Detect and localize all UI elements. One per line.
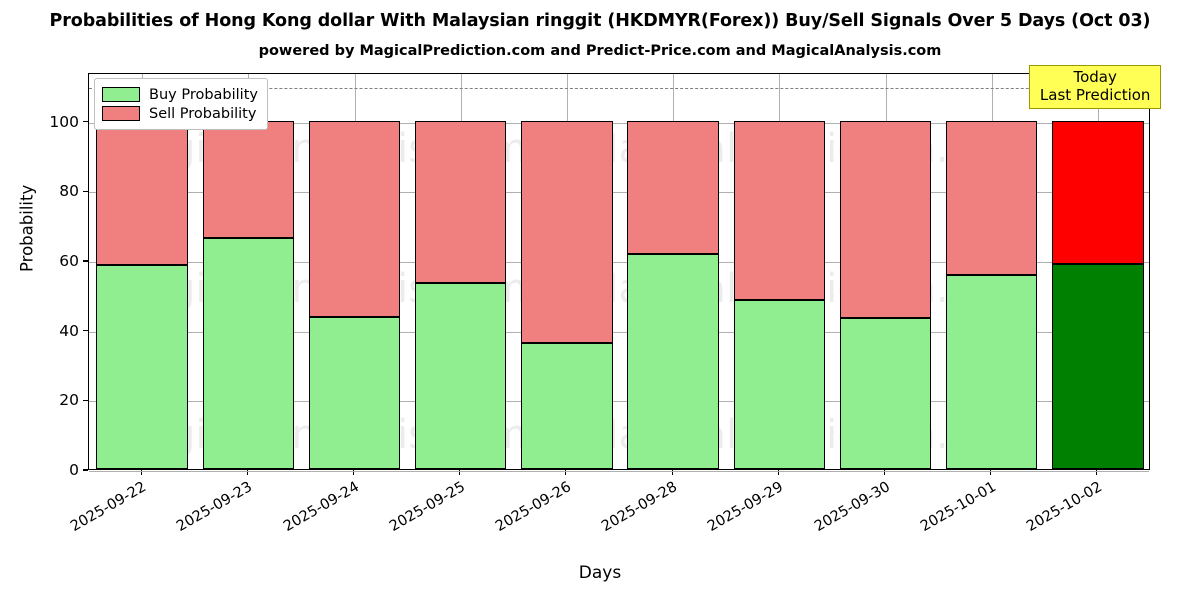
bar-group[interactable]	[946, 72, 1038, 469]
x-axis-tick-mark	[140, 470, 142, 475]
bar-segment-sell[interactable]	[946, 120, 1038, 275]
bar-segment-buy[interactable]	[946, 274, 1038, 469]
bar-segment-buy[interactable]	[202, 237, 294, 469]
chart-subtitle: powered by MagicalPrediction.com and Pre…	[258, 43, 942, 59]
y-axis-tick-mark	[83, 399, 88, 401]
legend-label-sell: Sell Probability	[149, 105, 257, 122]
x-axis-tick-mark	[565, 470, 567, 475]
bar-segment-sell[interactable]	[839, 120, 932, 318]
bar-group[interactable]	[1052, 72, 1144, 469]
y-axis-tick-mark	[83, 121, 88, 123]
gridline-horizontal	[89, 262, 1149, 264]
x-axis-tick-mark	[777, 470, 779, 475]
y-axis-tick-mark	[83, 469, 88, 471]
legend-swatch-sell	[102, 106, 140, 121]
today-annotation: Today Last Prediction	[1028, 64, 1162, 110]
bar-segment-sell[interactable]	[733, 120, 825, 301]
y-axis-tick-mark	[83, 260, 88, 262]
x-axis-tick-mark	[671, 470, 673, 475]
gridline-horizontal	[89, 401, 1149, 403]
x-axis-tick-mark	[883, 470, 886, 475]
gridline-horizontal	[89, 331, 1149, 333]
y-axis-tick-label: 40	[59, 321, 79, 340]
today-annotation-line1: Today	[1073, 67, 1117, 86]
y-axis-tick-label: 0	[69, 461, 79, 479]
chart-legend: Buy Probability Sell Probability	[94, 78, 268, 130]
bar-segment-sell[interactable]	[96, 120, 188, 265]
bar-segment-buy[interactable]	[308, 316, 401, 469]
y-axis-tick-label: 20	[59, 391, 79, 410]
x-axis-tick-mark	[352, 470, 355, 475]
y-axis-tick-label: 100	[49, 112, 79, 131]
x-axis-tick-mark	[1096, 470, 1098, 475]
chart-title: Probabilities of Hong Kong dollar With M…	[49, 11, 1151, 31]
gridline-horizontal	[89, 192, 1149, 194]
bar-segment-sell[interactable]	[202, 120, 294, 238]
bar-segment-sell[interactable]	[521, 120, 613, 343]
bar-segment-buy[interactable]	[733, 300, 825, 469]
y-axis-tick-label: 60	[59, 252, 79, 271]
threshold-dashed-line	[89, 87, 1149, 89]
bar-segment-buy[interactable]	[96, 264, 188, 469]
bar-group[interactable]	[627, 72, 719, 469]
bar-segment-buy[interactable]	[627, 254, 719, 469]
bar-segment-buy[interactable]	[415, 283, 507, 469]
bar-segment-buy[interactable]	[839, 317, 932, 469]
bar-group[interactable]	[96, 72, 188, 469]
legend-label-buy: Buy Probability	[149, 86, 258, 103]
legend-item-sell: Sell Probability	[102, 104, 258, 123]
bar-group[interactable]	[202, 72, 294, 469]
bar-group[interactable]	[308, 72, 401, 469]
bar-group[interactable]	[415, 72, 507, 469]
bar-segment-sell[interactable]	[308, 120, 401, 317]
bar-segment-sell[interactable]	[415, 120, 507, 284]
bar-group[interactable]	[839, 72, 932, 469]
x-axis-label: Days	[578, 563, 622, 583]
x-axis-tick-mark	[990, 470, 992, 475]
legend-item-buy: Buy Probability	[102, 85, 258, 104]
bar-segment-sell[interactable]	[627, 120, 719, 255]
y-axis-tick-mark	[83, 190, 88, 192]
bar-segment-buy[interactable]	[521, 342, 613, 469]
bar-segment-buy[interactable]	[1052, 264, 1144, 469]
y-axis-tick-label: 80	[59, 182, 79, 201]
x-axis-tick-mark	[246, 470, 248, 475]
x-axis-tick-mark	[459, 470, 461, 475]
today-annotation-line2: Last Prediction	[1039, 85, 1151, 104]
gridline-horizontal	[89, 471, 1149, 472]
y-axis-tick-mark	[83, 330, 88, 332]
bar-segment-sell[interactable]	[1052, 120, 1144, 265]
bar-group[interactable]	[521, 72, 613, 469]
legend-swatch-buy	[102, 87, 140, 102]
plot-area: MagicalAnalysis.comMagicalPrediction.com…	[88, 72, 1150, 472]
bar-group[interactable]	[733, 72, 825, 469]
gridline-horizontal	[89, 122, 1149, 124]
